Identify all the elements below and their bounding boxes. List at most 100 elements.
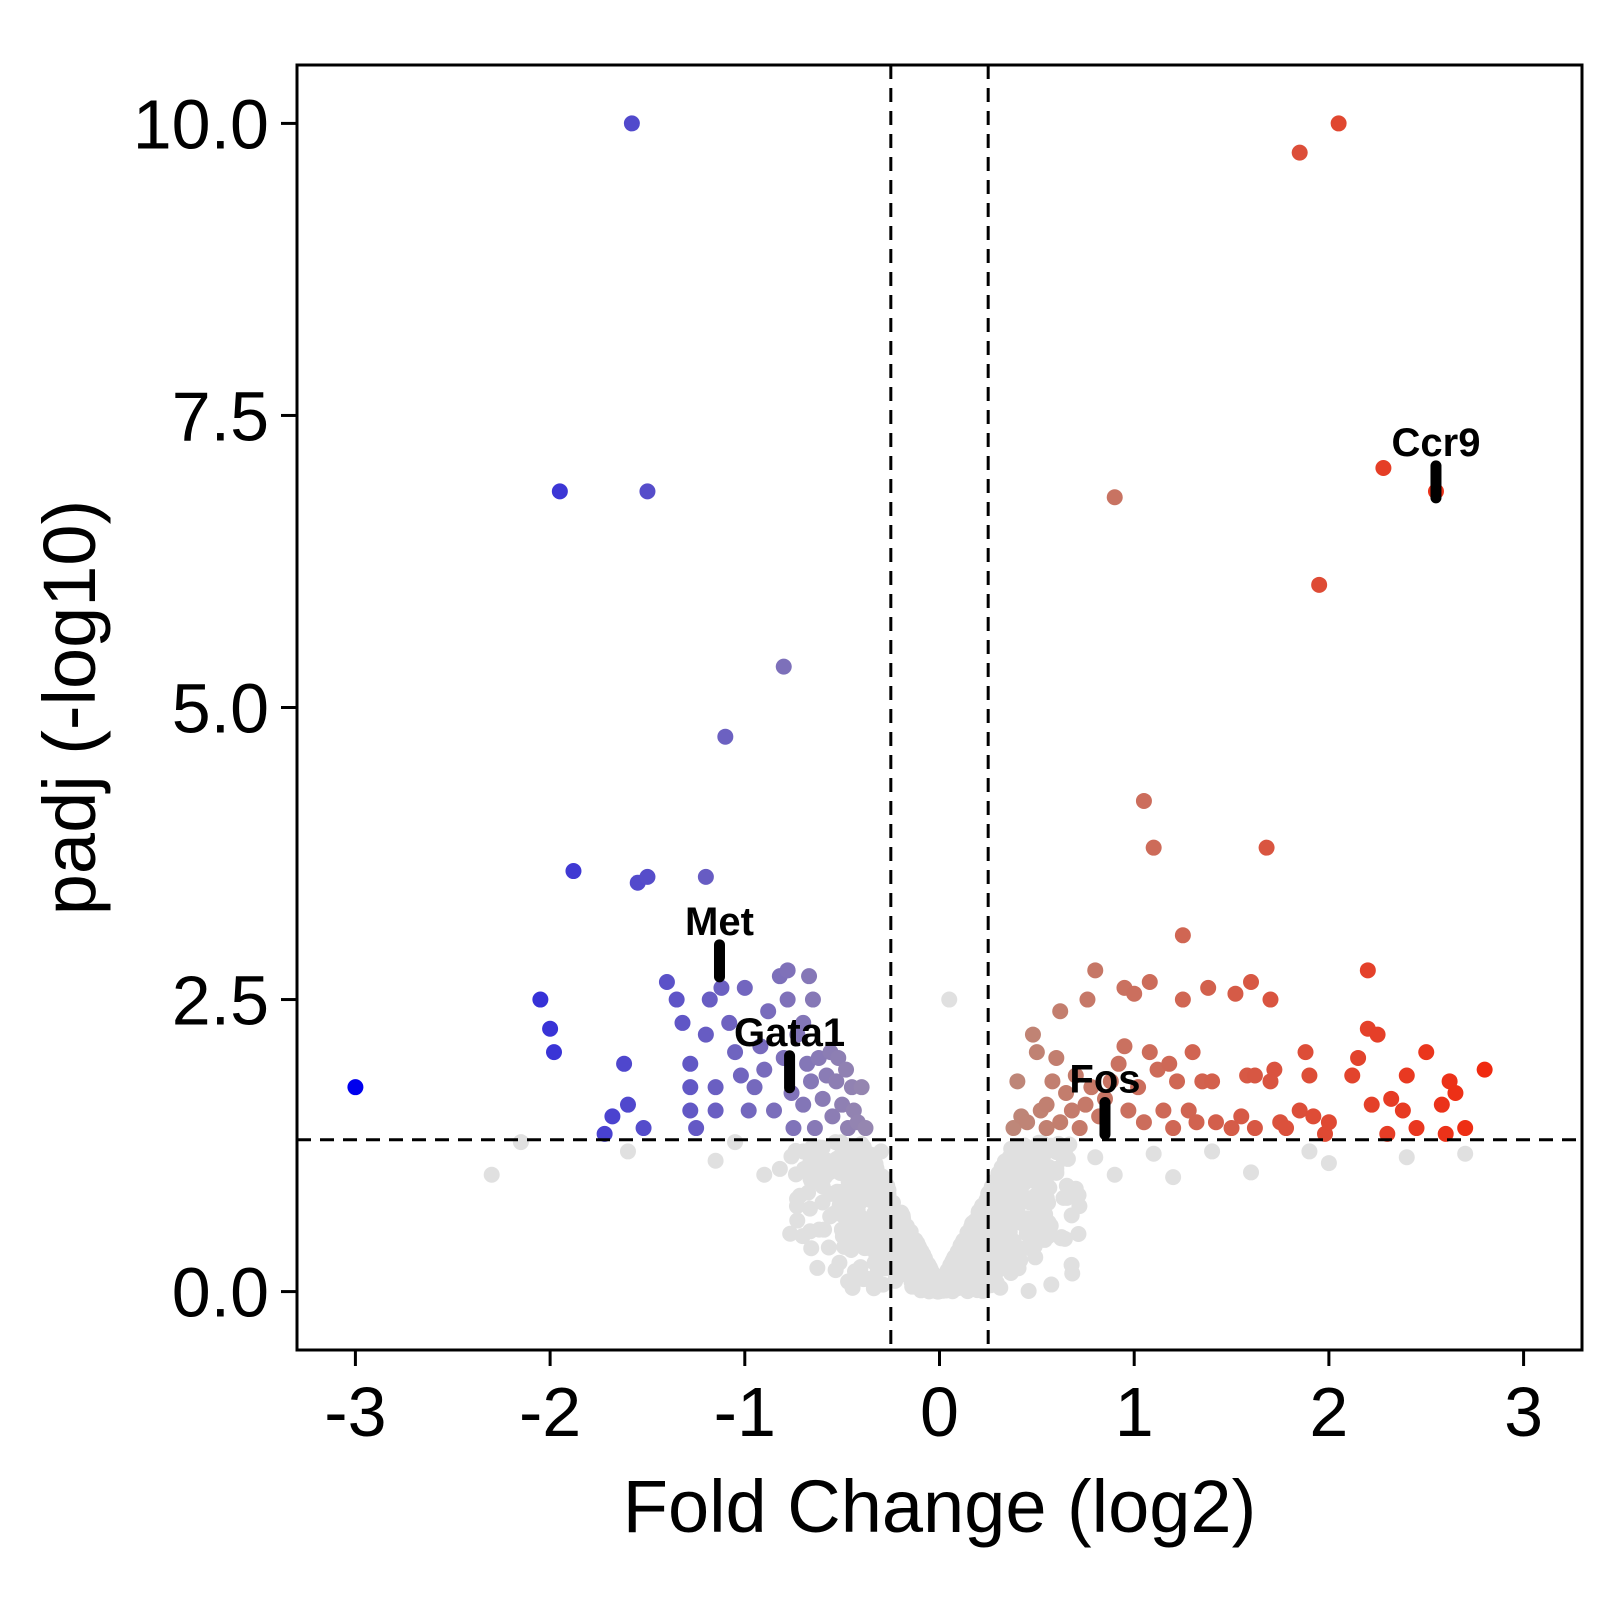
significant-point (1363, 1096, 1380, 1113)
nonsignificant-point (991, 1245, 1008, 1262)
significant-point (623, 115, 640, 132)
nonsignificant-point (1030, 1230, 1047, 1247)
significant-point (707, 1079, 724, 1096)
nonsignificant-point (1320, 1155, 1337, 1172)
nonsignificant-point (619, 1143, 636, 1160)
nonsignificant-point (771, 1160, 788, 1177)
significant-point (1398, 1067, 1415, 1084)
nonsignificant-point (869, 1172, 886, 1189)
significant-point (1102, 1073, 1119, 1090)
nonsignificant-point (1048, 1160, 1065, 1177)
nonsignificant-point (1015, 1216, 1032, 1233)
significant-point (1297, 1044, 1314, 1061)
significant-point (682, 1102, 699, 1119)
significant-point (1320, 1114, 1337, 1131)
gene-label-ccr9: Ccr9 (1392, 421, 1481, 465)
nonsignificant-point (1106, 1166, 1123, 1183)
x-tick-label: 3 (1504, 1373, 1543, 1451)
significant-point (1120, 1102, 1137, 1119)
nonsignificant-point (863, 1192, 880, 1209)
significant-point (1359, 962, 1376, 979)
significant-point (1087, 962, 1104, 979)
significant-point (1476, 1061, 1493, 1078)
significant-point (1083, 1079, 1100, 1096)
nonsignificant-point (707, 1152, 724, 1169)
threshold-lines (297, 65, 1582, 1350)
nonsignificant-point (849, 1145, 866, 1162)
significant-point (1437, 1125, 1454, 1142)
significant-point (546, 1044, 562, 1061)
significant-point (1174, 991, 1191, 1008)
nonsignificant-point (952, 1259, 969, 1276)
significant-point (658, 974, 675, 991)
significant-point (736, 979, 753, 996)
nonsignificant-point (969, 1268, 986, 1285)
significant-point (756, 1061, 773, 1078)
significant-point (785, 1120, 802, 1137)
x-tick-label: -3 (324, 1373, 386, 1451)
nonsignificant-point (875, 1196, 892, 1213)
significant-point (795, 1096, 812, 1113)
significant-point (1141, 1044, 1158, 1061)
nonsignificant-point (981, 1258, 998, 1275)
nonsignificant-point (833, 1221, 850, 1238)
nonsignificant-point (873, 1143, 890, 1160)
significant-point (1174, 927, 1191, 944)
significant-point (828, 1073, 845, 1090)
significant-point (713, 979, 730, 996)
nonsignificant-point (512, 1134, 529, 1151)
significant-point (1301, 1067, 1318, 1084)
nonsignificant-point (820, 1239, 837, 1256)
significant-point (1077, 1096, 1094, 1113)
significant-point (1207, 1114, 1224, 1131)
significant-point (1266, 1061, 1283, 1078)
nonsignificant-point (1457, 1145, 1474, 1162)
significant-point (746, 1079, 763, 1096)
nonsignificant-point (803, 1240, 820, 1257)
significant-point (1227, 985, 1244, 1002)
significant-point (1155, 1102, 1172, 1119)
nonsignificant-point (1070, 1225, 1087, 1242)
significant-point (779, 962, 796, 979)
nonsignificant-points (483, 991, 1474, 1300)
y-tick-label: 2.5 (172, 962, 269, 1040)
significant-point (727, 1044, 744, 1061)
nonsignificant-point (1001, 1149, 1018, 1166)
x-tick-label: -1 (714, 1373, 776, 1451)
significant-point (1028, 1044, 1045, 1061)
nonsignificant-point (794, 1228, 811, 1245)
significant-point (1433, 1096, 1450, 1113)
significant-point (1379, 1125, 1396, 1142)
significant-point (1048, 1049, 1065, 1066)
significant-point (688, 1120, 705, 1137)
significant-point (682, 1055, 699, 1072)
significant-point (1180, 1102, 1197, 1119)
nonsignificant-point (840, 1273, 857, 1290)
significant-point (1005, 1120, 1022, 1137)
significant-point (795, 1014, 812, 1031)
nonsignificant-point (1145, 1145, 1162, 1162)
nonsignificant-point (950, 1245, 967, 1262)
significant-point (701, 991, 718, 1008)
x-tick-label: 2 (1309, 1373, 1348, 1451)
significant-point (1311, 576, 1328, 593)
nonsignificant-point (1398, 1149, 1415, 1166)
significant-point (803, 1073, 819, 1090)
significant-point (697, 868, 714, 885)
y-tick-label: 5.0 (172, 670, 269, 748)
gene-label-gata1: Gata1 (734, 1011, 845, 1055)
significant-point (1019, 1114, 1036, 1131)
nonsignificant-point (1042, 1217, 1059, 1234)
significant-point (1169, 1073, 1186, 1090)
nonsignificant-point (827, 1262, 844, 1279)
significant-point (732, 1067, 749, 1084)
significant-point (1106, 489, 1123, 506)
gene-label-met: Met (685, 900, 754, 944)
nonsignificant-point (911, 1240, 928, 1257)
significant-point (1408, 1120, 1425, 1137)
significant-point (1024, 1026, 1041, 1043)
significant-point (740, 1102, 757, 1119)
significant-point (1126, 985, 1143, 1002)
significant-point (1204, 1073, 1221, 1090)
